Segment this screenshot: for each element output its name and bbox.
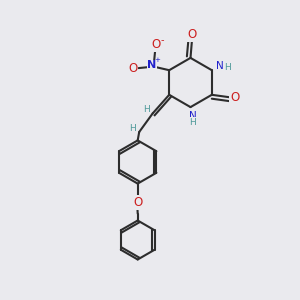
Text: H: H bbox=[143, 105, 149, 114]
Text: N: N bbox=[148, 60, 157, 70]
Text: -: - bbox=[161, 35, 164, 46]
Text: O: O bbox=[230, 91, 239, 104]
Text: O: O bbox=[152, 38, 160, 52]
Text: O: O bbox=[128, 62, 137, 76]
Text: O: O bbox=[133, 196, 142, 209]
Text: H: H bbox=[190, 118, 196, 127]
Text: O: O bbox=[188, 28, 196, 41]
Text: +: + bbox=[154, 57, 160, 63]
Text: H: H bbox=[224, 63, 231, 72]
Text: N: N bbox=[216, 61, 224, 71]
Text: N: N bbox=[189, 110, 197, 121]
Text: H: H bbox=[129, 124, 136, 133]
